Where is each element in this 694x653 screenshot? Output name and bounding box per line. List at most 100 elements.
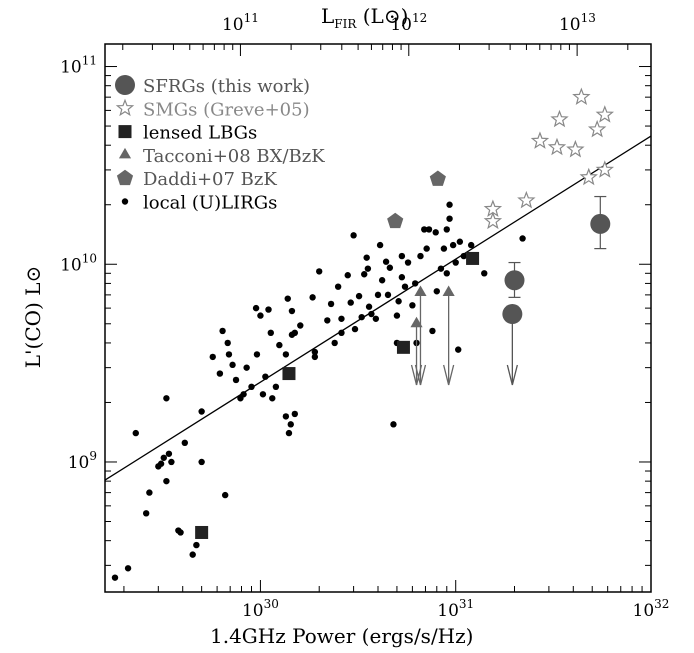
point-dot <box>160 454 167 461</box>
point-dot <box>291 410 299 418</box>
point-triangle <box>410 316 423 328</box>
point-dot <box>269 395 276 402</box>
point-dot <box>344 272 351 279</box>
point-dot <box>216 370 224 377</box>
top-tick-label: 1011 <box>222 11 259 35</box>
legend-label: SMGs (Greve+05) <box>143 99 310 120</box>
point-dot <box>331 339 338 347</box>
point-dot <box>409 302 416 309</box>
limit-arrow-head <box>506 364 518 386</box>
point-star-open <box>572 87 591 105</box>
legend-entry: lensed LBGs <box>118 123 257 144</box>
point-dot <box>363 254 370 261</box>
legend: SFRGs (this work)SMGs (Greve+05) lensed L… <box>115 75 325 214</box>
point-dot <box>376 241 384 249</box>
point-dot <box>393 312 401 319</box>
point-square <box>396 340 410 354</box>
point-dot <box>221 491 229 499</box>
point-dot <box>276 341 283 349</box>
point-dot <box>272 383 280 391</box>
point-dot <box>404 259 412 266</box>
series-triangle <box>410 285 455 386</box>
fit-line-group <box>104 135 652 481</box>
point-dot <box>372 315 380 322</box>
point-dot <box>132 429 139 437</box>
point-star-open <box>517 190 536 209</box>
point-dot <box>297 322 304 329</box>
point-star-open <box>547 137 567 156</box>
point-dot <box>361 271 368 278</box>
point-dot <box>267 329 274 337</box>
point-dot <box>229 361 236 369</box>
point-dot <box>443 226 450 233</box>
point-dot <box>240 391 247 398</box>
point-dot <box>398 274 406 281</box>
point-dot <box>224 339 231 347</box>
point-dot <box>411 280 419 287</box>
legend-entry: Tacconi+08 BX/BzK <box>118 146 325 167</box>
point-dot <box>429 327 436 335</box>
point-dot <box>198 408 205 415</box>
point-pentagon <box>429 170 446 186</box>
point-dot <box>163 395 170 402</box>
point-dot <box>446 201 453 208</box>
point-dot <box>124 565 132 572</box>
point-dot <box>198 458 205 466</box>
point-dot <box>423 245 430 252</box>
point-dot <box>284 295 291 302</box>
limit-arrow-head <box>443 364 455 386</box>
point-dot <box>311 353 319 361</box>
axis-ticks: 1030 1031 1032 109 1010 1011 1011 1012 1013 <box>60 11 669 621</box>
point-dot <box>334 283 342 290</box>
point-dot <box>519 235 526 242</box>
x-tick-label: 1031 <box>437 597 474 621</box>
legend-entry: local (U)LIRGs <box>121 193 277 214</box>
point-dot <box>163 477 170 485</box>
point-dot <box>219 327 226 335</box>
point-dot <box>460 252 467 260</box>
point-star-open <box>595 105 615 123</box>
point-dot <box>374 291 382 299</box>
point-dot <box>209 353 216 361</box>
point-dot <box>146 489 153 496</box>
point-dot <box>248 383 255 391</box>
point-dot <box>327 300 335 308</box>
point-dot <box>285 429 293 437</box>
x-axis-label: 1.4GHz Power (ergs/s/Hz) <box>210 624 474 648</box>
point-dot <box>142 510 150 517</box>
point-dot <box>259 391 267 398</box>
point-dot <box>452 259 459 266</box>
point-dot <box>252 304 260 312</box>
upper-limit-arrow <box>443 292 455 386</box>
point-dot <box>432 229 439 236</box>
point-star-open <box>483 211 503 230</box>
point-dot <box>257 312 264 319</box>
x-tick-label: 1030 <box>242 597 279 621</box>
top-axis-label: LFIR (L⊙) <box>321 4 408 31</box>
point-dot <box>287 421 294 428</box>
top-axis-label-unit: (L⊙) <box>362 4 409 28</box>
series-square <box>195 251 480 539</box>
point-dot <box>177 529 184 536</box>
point-dot <box>395 298 402 305</box>
point-dot <box>291 329 299 337</box>
point-dot <box>157 460 165 467</box>
point-dot <box>355 292 363 300</box>
legend-marker-pentagon <box>116 169 134 186</box>
point-dot <box>467 241 475 249</box>
x-tick-label: 1032 <box>633 597 670 621</box>
point-dot <box>433 288 440 295</box>
point-dot <box>398 252 406 260</box>
legend-label: Daddi+07 BzK <box>143 169 277 190</box>
point-dot <box>316 268 323 275</box>
point-dot <box>368 310 375 318</box>
point-dot <box>262 373 269 380</box>
legend-label: Tacconi+08 BX/BzK <box>143 146 325 167</box>
point-circle-large <box>590 213 611 234</box>
point-dot <box>111 574 119 581</box>
legend-entry: Daddi+07 BzK <box>116 169 277 190</box>
point-pentagon <box>387 212 404 229</box>
point-square <box>282 367 296 381</box>
point-star-open <box>595 160 615 178</box>
point-dot <box>350 232 357 239</box>
